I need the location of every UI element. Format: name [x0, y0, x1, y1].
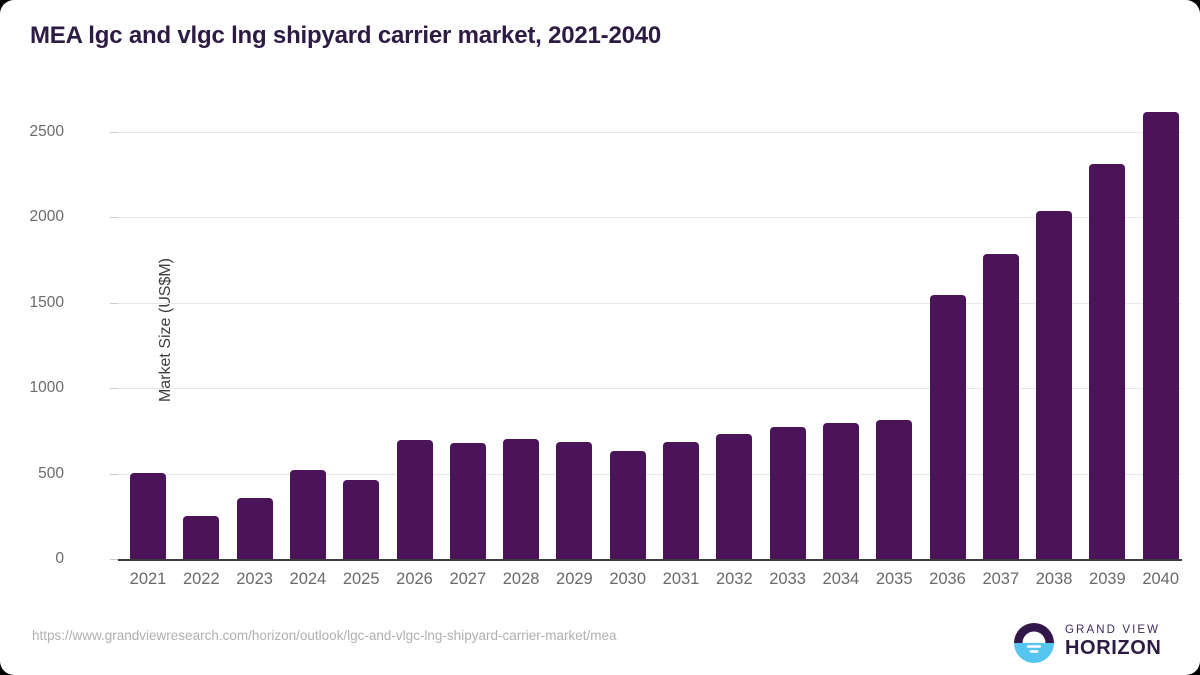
y-tick-mark [110, 217, 118, 218]
bar[interactable] [982, 254, 1019, 559]
x-tick-label: 2035 [875, 570, 913, 588]
bar[interactable] [876, 419, 913, 559]
y-tick-label: 1000 [29, 379, 64, 396]
logo-text: GRAND VIEW HORIZON [1065, 623, 1161, 659]
x-axis-line [118, 559, 1182, 561]
horizon-sun-icon [1014, 623, 1054, 663]
bar[interactable] [289, 470, 326, 559]
plot-area: Market Size (US$M) 0 500 1000 1500 2000 2500 … [30, 100, 1182, 588]
x-tick-label: 2031 [662, 570, 700, 588]
x-tick-label: 2027 [449, 570, 487, 588]
y-tick-mark [110, 131, 118, 133]
source-url[interactable]: https://www.grandviewresearch.com/horizo… [32, 628, 617, 643]
y-tick-mark [110, 559, 118, 560]
bar[interactable] [236, 497, 273, 559]
x-tick-label: 2026 [396, 570, 433, 588]
gridline [118, 388, 1182, 389]
gridline [118, 131, 1182, 133]
bar[interactable] [716, 434, 753, 559]
x-tick-label: 2021 [129, 570, 167, 588]
bar[interactable] [663, 442, 699, 559]
bar[interactable] [822, 423, 859, 559]
y-tick-label: 2500 [29, 122, 64, 140]
x-tick-label: 2028 [502, 570, 540, 588]
bar[interactable] [556, 442, 593, 559]
bar[interactable] [609, 450, 646, 559]
x-tick-label: 2032 [715, 570, 753, 588]
gridline [118, 302, 1182, 304]
x-tick-label: 2037 [982, 570, 1020, 588]
bar[interactable] [343, 480, 380, 559]
y-tick-label: 0 [55, 550, 64, 567]
x-tick-label: 2024 [289, 570, 327, 588]
x-tick-label: 2034 [822, 570, 860, 588]
bar[interactable] [1036, 211, 1073, 559]
logo-horizon-text: HORIZON [1065, 637, 1162, 659]
y-tick-mark [110, 473, 118, 475]
bar[interactable] [1142, 111, 1179, 559]
y-tick-mark [110, 302, 118, 304]
brand-logo: GRAND VIEW HORIZON [1013, 620, 1173, 666]
logo-grandview-text: GRAND VIEW [1065, 624, 1161, 636]
bar[interactable] [929, 294, 966, 559]
page-title: MEA lgc and vlgc lng shipyard carrier ma… [30, 22, 662, 49]
bar[interactable] [183, 516, 220, 559]
x-tick-label: 2022 [182, 570, 220, 588]
x-tick-label: 2030 [609, 570, 647, 588]
x-tick-label: 2025 [342, 570, 380, 588]
bar[interactable] [396, 439, 433, 559]
y-axis-label: Market Size (US$M) [157, 257, 174, 402]
x-tick-label: 2039 [1089, 570, 1126, 588]
y-tick-label: 1500 [29, 293, 64, 311]
bar[interactable] [503, 438, 540, 559]
y-tick-label: 2000 [29, 208, 64, 225]
y-tick-label: 500 [38, 464, 64, 482]
x-tick-label: 2040 [1142, 570, 1180, 588]
y-tick-mark [110, 388, 118, 389]
x-tick-label: 2036 [929, 570, 966, 588]
bar[interactable] [130, 472, 166, 559]
gridline [118, 473, 1182, 475]
x-tick-label: 2029 [556, 570, 593, 588]
bar[interactable] [449, 443, 486, 559]
gridline [118, 217, 1182, 218]
x-tick-label: 2033 [769, 570, 806, 588]
bar[interactable] [769, 427, 806, 559]
x-tick-label: 2023 [236, 570, 273, 588]
x-tick-label: 2038 [1035, 570, 1073, 588]
bar[interactable] [1089, 164, 1126, 559]
